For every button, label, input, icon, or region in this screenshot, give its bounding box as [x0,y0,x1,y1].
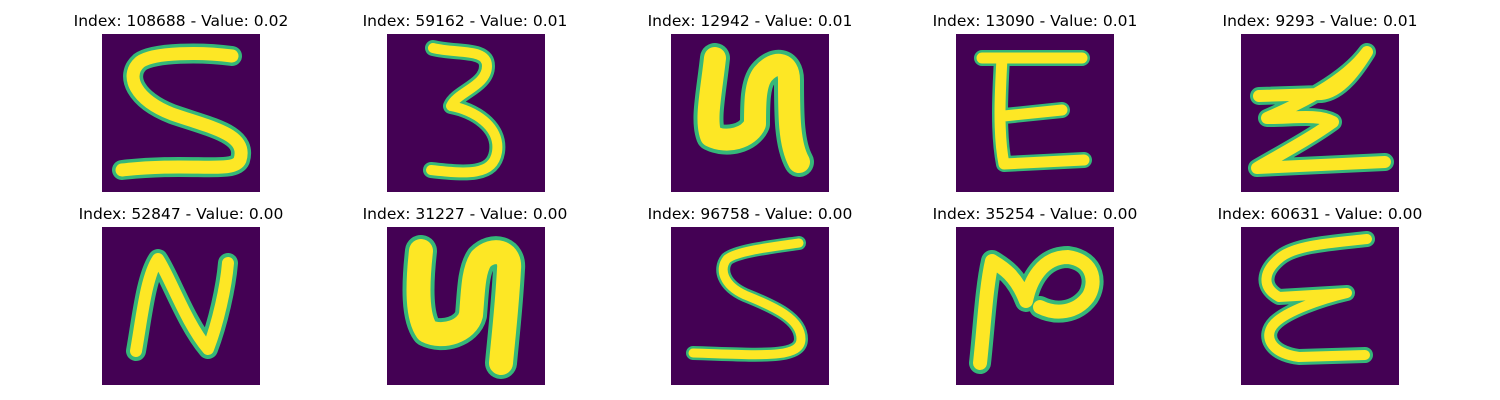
glyph-image-1 [102,34,260,192]
glyph-image-10 [1241,227,1399,385]
glyph-image-5 [1241,34,1399,192]
panel-title-10: Index: 60631 - Value: 0.00 [1217,205,1423,223]
panel-title-3: Index: 12942 - Value: 0.01 [647,12,853,30]
panel-title-5: Index: 9293 - Value: 0.01 [1222,12,1418,30]
panel-title-9: Index: 35254 - Value: 0.00 [932,205,1138,223]
panel-title-6: Index: 52847 - Value: 0.00 [78,205,284,223]
panel-title-4: Index: 13090 - Value: 0.01 [932,12,1138,30]
glyph-image-9 [956,227,1114,385]
panel-title-2: Index: 59162 - Value: 0.01 [362,12,568,30]
glyph-image-6 [102,227,260,385]
panel-title-1: Index: 108688 - Value: 0.02 [73,12,289,30]
glyph-image-2 [387,34,545,192]
glyph-image-7 [387,227,545,385]
panel-title-7: Index: 31227 - Value: 0.00 [362,205,568,223]
glyph-image-8 [671,227,829,385]
panel-title-8: Index: 96758 - Value: 0.00 [647,205,853,223]
glyph-image-3 [671,34,829,192]
glyph-image-4 [956,34,1114,192]
